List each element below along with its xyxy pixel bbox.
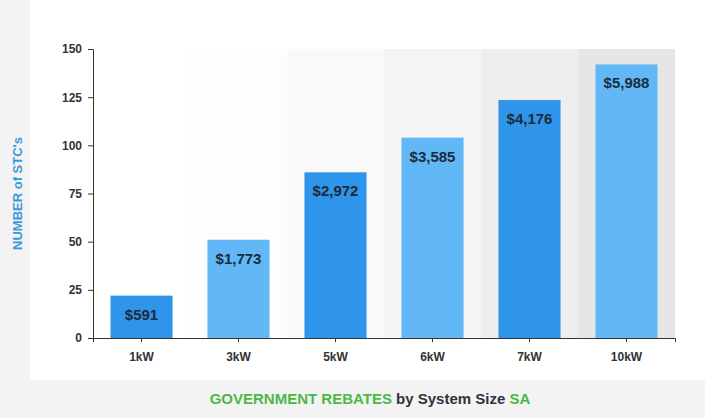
y-tick-mark (88, 194, 93, 195)
x-tick-mark (626, 338, 627, 342)
x-tick-mark (238, 338, 239, 342)
background-band (190, 49, 287, 338)
x-axis-title-part: Size (475, 390, 509, 407)
y-tick-label: 0 (75, 331, 82, 345)
y-tick-label: 100 (62, 139, 82, 153)
background-band (481, 49, 578, 338)
x-tick-label: 1kW (129, 350, 154, 364)
y-tick: 0 (75, 331, 93, 345)
y-tick-label: 150 (62, 42, 82, 56)
y-tick-mark (88, 145, 93, 146)
annotations: $591 $1,773 $2,972 $3,585 $4,176 $5,988 (125, 74, 650, 322)
background-band (578, 49, 675, 338)
background-band (287, 49, 384, 338)
y-tick-label: 125 (62, 91, 82, 105)
annotation: $591 (125, 306, 158, 323)
x-tick: 7kW (517, 338, 542, 364)
y-tick-label: 50 (69, 235, 83, 249)
bar (595, 64, 657, 338)
annotation: $2,972 (313, 182, 359, 199)
annotation: $3,585 (410, 148, 456, 165)
bar (207, 240, 269, 338)
y-tick-label: 25 (69, 283, 83, 297)
x-tick-mark (432, 338, 433, 342)
bar (110, 296, 172, 338)
background-band (384, 49, 481, 338)
x-axis-title-part: GOVERNMENT (210, 390, 322, 407)
panel (30, 0, 705, 380)
y-tick: 50 (69, 235, 93, 249)
y-tick-mark (88, 338, 93, 339)
x-tick-mark (335, 338, 336, 342)
x-axis-line (94, 339, 676, 343)
x-tick-label: 6kW (420, 350, 445, 364)
y-tick-mark (88, 242, 93, 243)
bar (304, 172, 366, 338)
x-axis-title-part: System (418, 390, 476, 407)
x-axis-title-part: REBATES (321, 390, 396, 407)
x-axis: 1kW 3kW 5kW 6kW 7kW 10kW (94, 338, 676, 364)
x-axis-title-part: SA (510, 390, 531, 407)
y-tick: 150 (62, 42, 93, 56)
y-tick-mark (88, 290, 93, 291)
bar (401, 138, 463, 338)
x-tick: 3kW (226, 338, 251, 364)
x-tick: 1kW (129, 338, 154, 364)
x-tick: 5kW (323, 338, 348, 364)
x-tick-label: 3kW (226, 350, 251, 364)
y-tick-mark (88, 49, 93, 50)
annotation: $4,176 (507, 110, 553, 127)
x-axis-title: GOVERNMENT REBATES by System Size SA (210, 390, 531, 407)
chart: 02550751001251501kW3kW5kW6kW7kW10kW$591$… (0, 0, 705, 418)
x-tick: 10kW (611, 338, 643, 364)
y-tick: 100 (62, 139, 93, 153)
y-axis-title: NUMBER of STC's (10, 137, 25, 250)
x-tick-label: 10kW (611, 350, 643, 364)
x-tick: 6kW (420, 338, 445, 364)
y-tick: 75 (69, 187, 93, 201)
y-axis-line (88, 50, 94, 339)
x-tick-label: 7kW (517, 350, 542, 364)
x-tick-label: 5kW (323, 350, 348, 364)
y-tick-mark (88, 97, 93, 98)
bars (110, 64, 657, 338)
y-tick: 125 (62, 91, 93, 105)
bar (498, 100, 560, 338)
annotation: $5,988 (604, 74, 650, 91)
y-tick-label: 75 (69, 187, 83, 201)
x-tick-mark (141, 338, 142, 342)
x-axis-title-part: by (396, 390, 418, 407)
y-axis: 0 25 50 75 100 125 150 (62, 42, 94, 345)
annotation: $1,773 (216, 250, 262, 267)
background-band (93, 49, 190, 338)
background-bands (93, 49, 675, 338)
x-tick-mark (529, 338, 530, 342)
y-tick: 25 (69, 283, 93, 297)
